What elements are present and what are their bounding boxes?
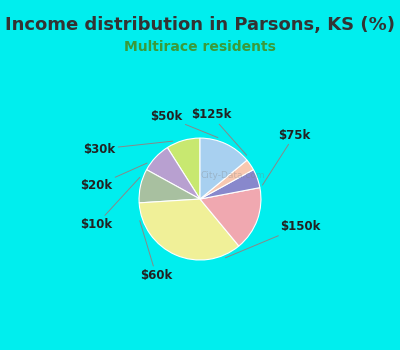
Text: $125k: $125k bbox=[191, 108, 247, 155]
Wedge shape bbox=[146, 148, 200, 199]
Wedge shape bbox=[200, 138, 247, 199]
Text: $30k: $30k bbox=[83, 141, 173, 155]
Text: $60k: $60k bbox=[140, 221, 172, 282]
Wedge shape bbox=[139, 199, 239, 260]
Wedge shape bbox=[200, 188, 261, 246]
Wedge shape bbox=[167, 138, 200, 199]
Text: $150k: $150k bbox=[226, 220, 321, 258]
Text: City-Data.com: City-Data.com bbox=[201, 172, 266, 180]
Text: $10k: $10k bbox=[80, 177, 140, 231]
Wedge shape bbox=[139, 170, 200, 203]
Text: $20k: $20k bbox=[80, 163, 147, 192]
Text: $50k: $50k bbox=[150, 110, 218, 138]
Text: $75k: $75k bbox=[262, 128, 311, 185]
Text: Multirace residents: Multirace residents bbox=[124, 40, 276, 54]
Wedge shape bbox=[200, 160, 254, 199]
Text: Income distribution in Parsons, KS (%): Income distribution in Parsons, KS (%) bbox=[5, 16, 395, 34]
Wedge shape bbox=[200, 170, 260, 199]
